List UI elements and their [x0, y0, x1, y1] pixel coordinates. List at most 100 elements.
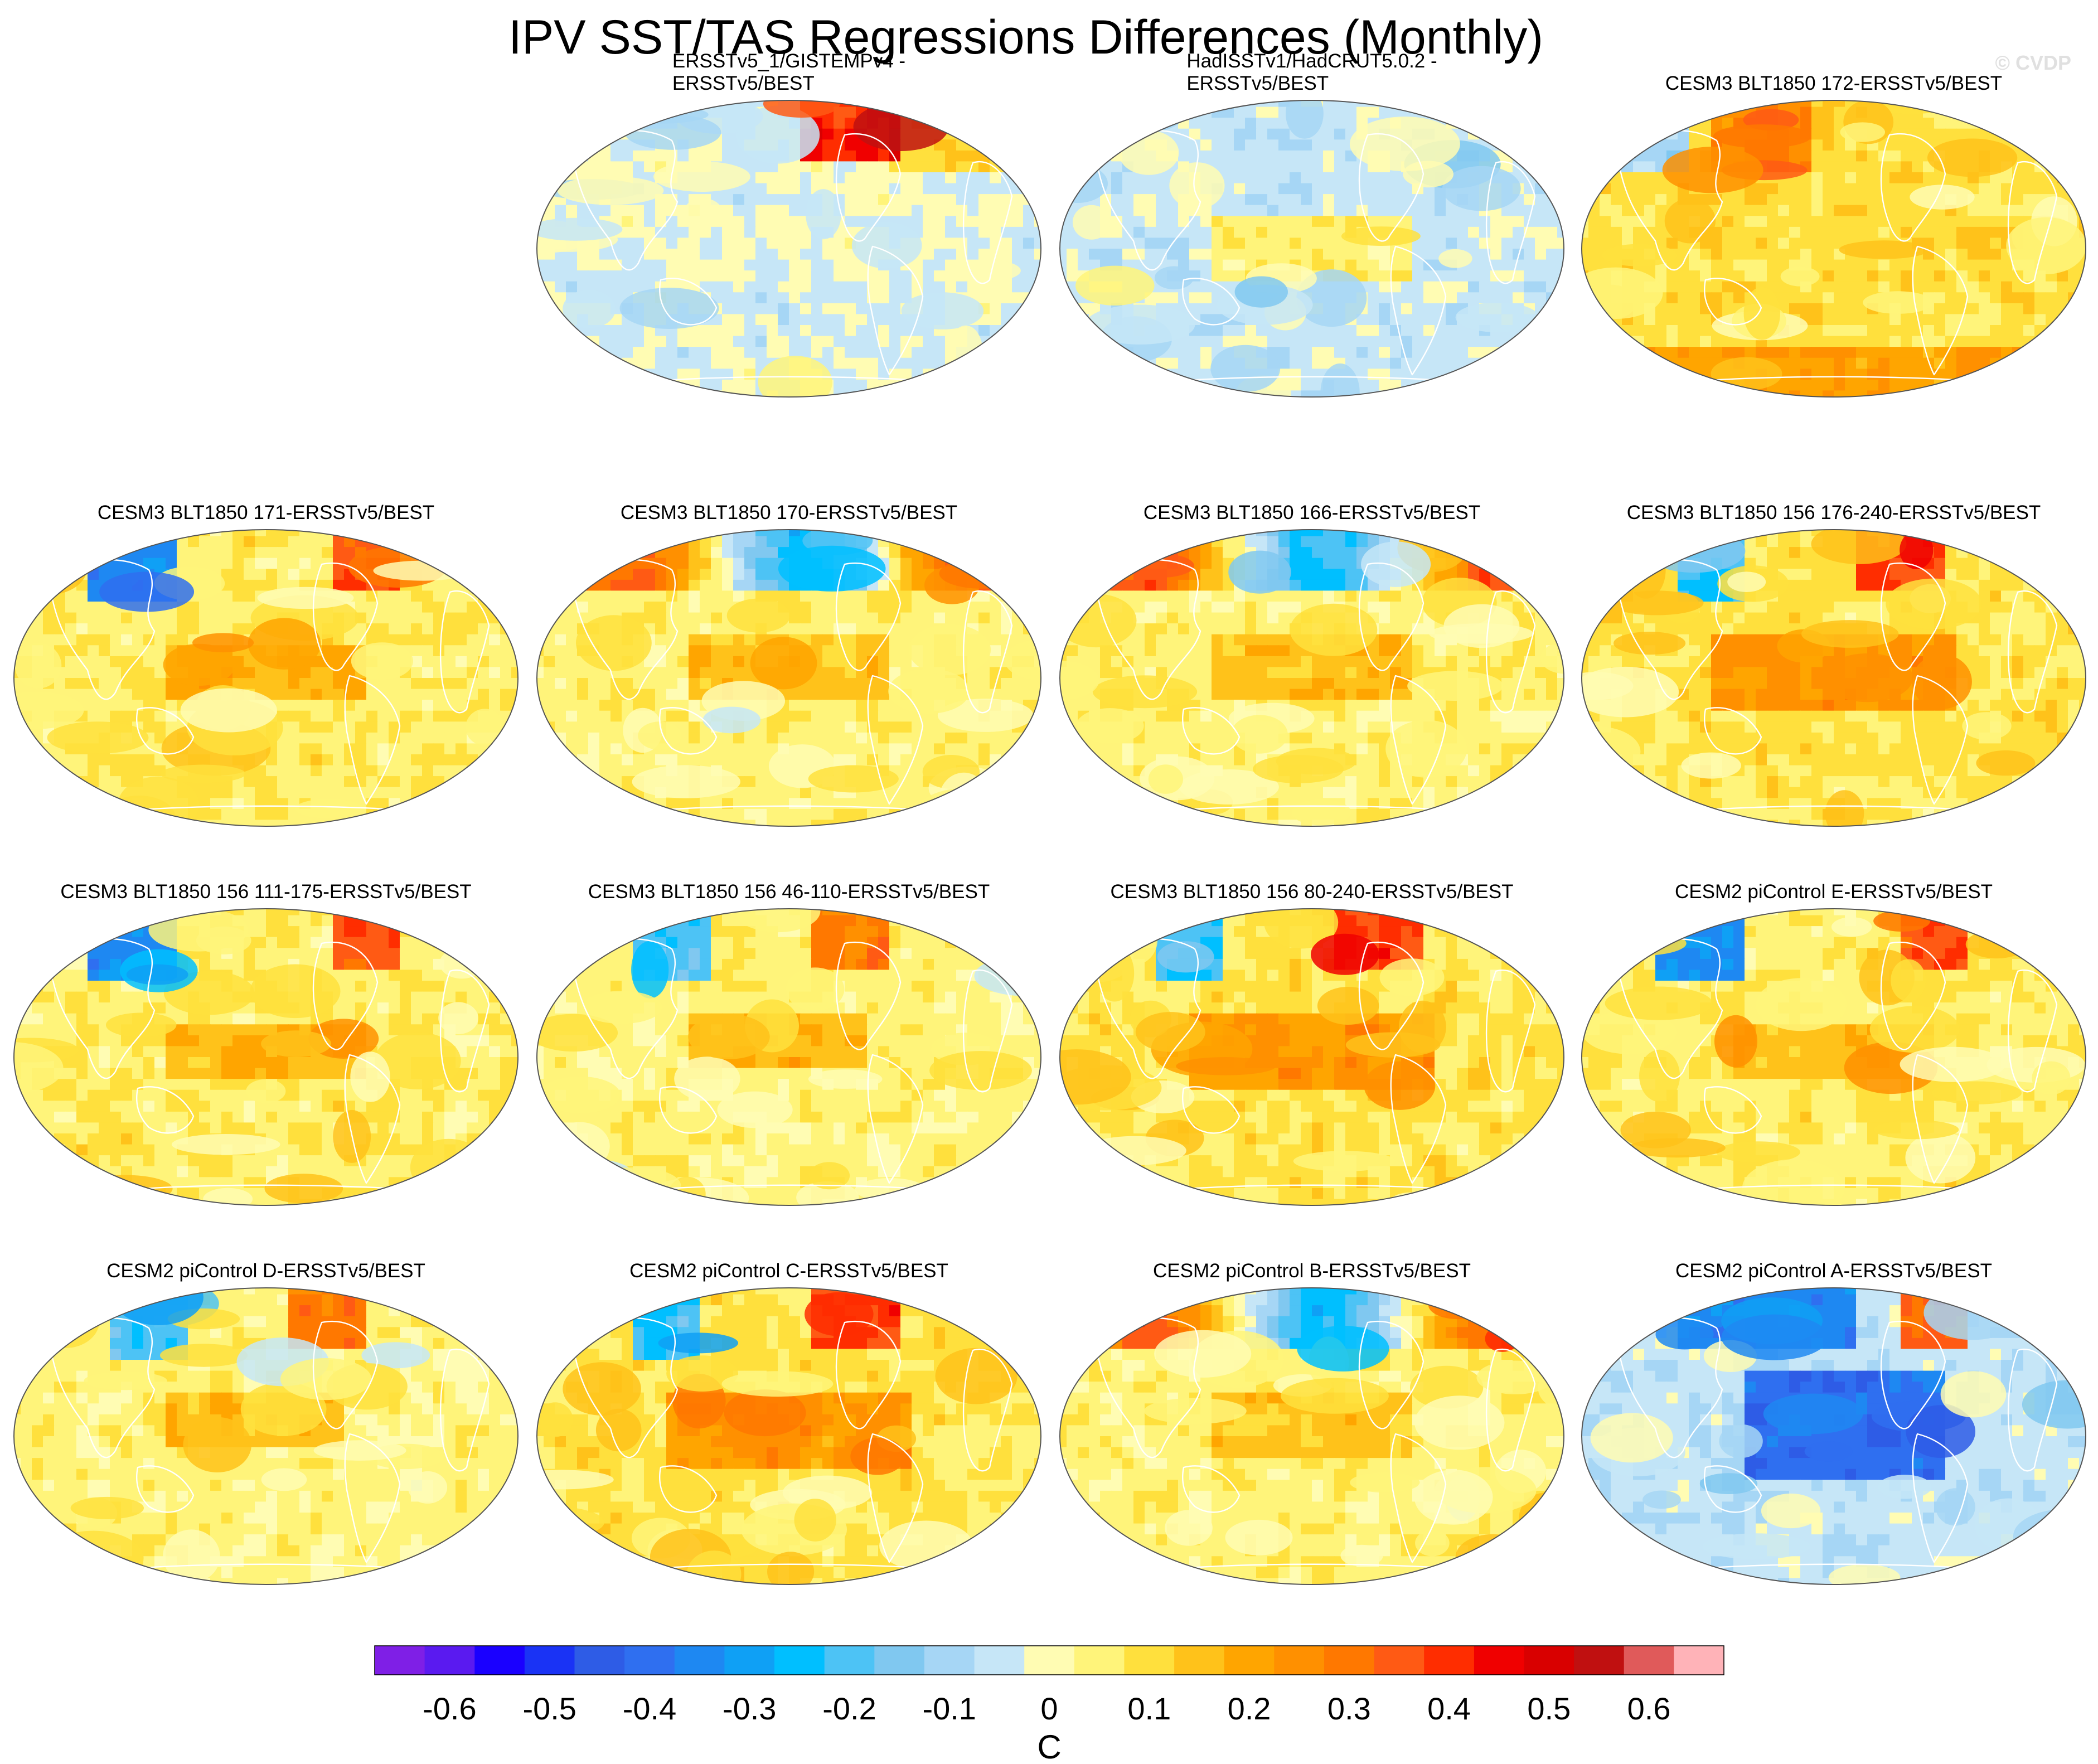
anomaly-field [1060, 100, 1564, 397]
colorbar-segment [375, 1646, 425, 1675]
colorbar-segment [924, 1646, 975, 1675]
map-plot [13, 908, 519, 1206]
panel-title-box: CESM3 BLT1850 156 80-240-ERSSTv5/BEST [1053, 842, 1571, 903]
colorbar-segment [624, 1646, 675, 1675]
colorbar-segment [1674, 1646, 1724, 1675]
map-plot [1581, 1287, 2086, 1585]
panel-title: ERSSTv5_1/GISTEMPv4 - ERSSTv5/BEST [672, 50, 905, 95]
map-panel: CESM3 BLT1850 172-ERSSTv5/BEST [1574, 33, 2093, 401]
anomaly-field [537, 100, 1041, 397]
colorbar-segment [1274, 1646, 1325, 1675]
anomaly-field [1582, 530, 2086, 826]
colorbar-tick-label: 0 [1040, 1691, 1058, 1726]
panel-title-box: CESM2 piControl D-ERSSTv5/BEST [7, 1221, 525, 1282]
colorbar-tick-label: 0.4 [1427, 1691, 1471, 1726]
anomaly-field [1060, 530, 1564, 826]
colorbar-segment [1174, 1646, 1225, 1675]
colorbar-tick-label: 0.3 [1327, 1691, 1371, 1726]
map-panel: HadISSTv1/HadCRUT5.0.2 - ERSSTv5/BEST [1053, 33, 1571, 401]
panel-title-box: CESM2 piControl A-ERSSTv5/BEST [1574, 1221, 2093, 1282]
colorbar-tick-label: -0.2 [822, 1691, 876, 1726]
colorbar-segment [1374, 1646, 1424, 1675]
colorbar-segment [1424, 1646, 1475, 1675]
map-panel: CESM2 piControl B-ERSSTv5/BEST [1053, 1221, 1571, 1589]
map-plot [536, 529, 1041, 827]
map-panel: CESM3 BLT1850 156 80-240-ERSSTv5/BEST [1053, 842, 1571, 1210]
map-panel: CESM3 BLT1850 156 111-175-ERSSTv5/BEST [7, 842, 525, 1210]
panel-title-box: CESM2 piControl E-ERSSTv5/BEST [1574, 842, 2093, 903]
panel-title: CESM2 piControl D-ERSSTv5/BEST [106, 1260, 425, 1282]
colorbar-tick-label: -0.6 [423, 1691, 477, 1726]
panel-title-box: CESM3 BLT1850 172-ERSSTv5/BEST [1574, 33, 2093, 95]
panel-title: CESM3 BLT1850 156 80-240-ERSSTv5/BEST [1110, 881, 1513, 903]
colorbar-segment [724, 1646, 775, 1675]
colorbar-tick-label: -0.4 [623, 1691, 677, 1726]
panel-title-box: CESM3 BLT1850 166-ERSSTv5/BEST [1053, 463, 1571, 524]
coastlines [570, 129, 1013, 384]
anomaly-field [1060, 909, 1564, 1205]
colorbar-segment [1474, 1646, 1525, 1675]
colorbar-tick-label: 0.1 [1127, 1691, 1171, 1726]
panel-title-box: CESM3 BLT1850 156 46-110-ERSSTv5/BEST [530, 842, 1048, 903]
panel-title: CESM2 piControl A-ERSSTv5/BEST [1675, 1260, 1992, 1282]
figure-title: IPV SST/TAS Regressions Differences (Mon… [0, 10, 2052, 65]
map-plot [1059, 529, 1564, 827]
map-panel: CESM3 BLT1850 166-ERSSTv5/BEST [1053, 463, 1571, 831]
anomaly-field [1582, 100, 2086, 397]
colorbar-segment [1524, 1646, 1574, 1675]
map-plot [1059, 100, 1564, 398]
panel-title: HadISSTv1/HadCRUT5.0.2 - ERSSTv5/BEST [1186, 50, 1437, 95]
anomaly-field [14, 909, 518, 1205]
colorbar-segment [1574, 1646, 1625, 1675]
map-plot [536, 908, 1041, 1206]
anomaly-field [14, 1288, 518, 1584]
map-plot [1581, 529, 2086, 827]
panel-title-box: CESM3 BLT1850 156 176-240-ERSSTv5/BEST [1574, 463, 2093, 524]
panel-title: CESM3 BLT1850 172-ERSSTv5/BEST [1665, 72, 2002, 95]
panel-title: CESM2 piControl B-ERSSTv5/BEST [1153, 1260, 1471, 1282]
colorbar-segment [1324, 1646, 1375, 1675]
map-panel: CESM3 BLT1850 156 46-110-ERSSTv5/BEST [530, 842, 1048, 1210]
panel-title: CESM3 BLT1850 156 176-240-ERSSTv5/BEST [1627, 502, 2041, 524]
colorbar-segment [1624, 1646, 1674, 1675]
panel-title: CESM3 BLT1850 156 46-110-ERSSTv5/BEST [588, 881, 990, 903]
panel-title-box: HadISSTv1/HadCRUT5.0.2 - ERSSTv5/BEST [1053, 33, 1571, 95]
map-panel: CESM2 piControl E-ERSSTv5/BEST [1574, 842, 2093, 1210]
map-plot [13, 1287, 519, 1585]
panel-title-box: CESM3 BLT1850 156 111-175-ERSSTv5/BEST [7, 842, 525, 903]
credit-label: © CVDP [1995, 51, 2071, 75]
colorbar-segment [1224, 1646, 1275, 1675]
colorbar-segment [674, 1646, 725, 1675]
panel-title: CESM2 piControl C-ERSSTv5/BEST [629, 1260, 948, 1282]
panel-title-box: CESM2 piControl B-ERSSTv5/BEST [1053, 1221, 1571, 1282]
panel-title: CESM3 BLT1850 170-ERSSTv5/BEST [621, 502, 957, 524]
map-plot [13, 529, 519, 827]
map-panel: ERSSTv5_1/GISTEMPv4 - ERSSTv5/BEST [530, 33, 1048, 401]
colorbar-tick-label: -0.5 [522, 1691, 576, 1726]
map-panel: CESM2 piControl D-ERSSTv5/BEST [7, 1221, 525, 1589]
map-panel: CESM2 piControl A-ERSSTv5/BEST [1574, 1221, 2093, 1589]
map-panel: CESM3 BLT1850 170-ERSSTv5/BEST [530, 463, 1048, 831]
map-plot [1581, 908, 2086, 1206]
colorbar-tick-label: -0.1 [922, 1691, 976, 1726]
colorbar-segment [1074, 1646, 1125, 1675]
colorbar-segment [424, 1646, 475, 1675]
panel-title: CESM3 BLT1850 156 111-175-ERSSTv5/BEST [60, 881, 471, 903]
anomaly-field [14, 530, 518, 826]
colorbar-segment [774, 1646, 825, 1675]
colorbar-segment [974, 1646, 1025, 1675]
colorbar-segment [524, 1646, 575, 1675]
colorbar-tick-label: 0.6 [1627, 1691, 1671, 1726]
colorbar-segment [874, 1646, 925, 1675]
map-panel: CESM2 piControl C-ERSSTv5/BEST [530, 1221, 1048, 1589]
panel-title-box: CESM2 piControl C-ERSSTv5/BEST [530, 1221, 1048, 1282]
colorbar-tick-label: -0.3 [723, 1691, 777, 1726]
colorbar-segment [574, 1646, 625, 1675]
colorbar-segment [474, 1646, 525, 1675]
panel-title-box: CESM3 BLT1850 171-ERSSTv5/BEST [7, 463, 525, 524]
map-plot [1059, 908, 1564, 1206]
colorbar-tick-label: 0.5 [1527, 1691, 1571, 1726]
panel-title-box: ERSSTv5_1/GISTEMPv4 - ERSSTv5/BEST [530, 33, 1048, 95]
colorbar-units-label: C [1037, 1728, 1061, 1764]
